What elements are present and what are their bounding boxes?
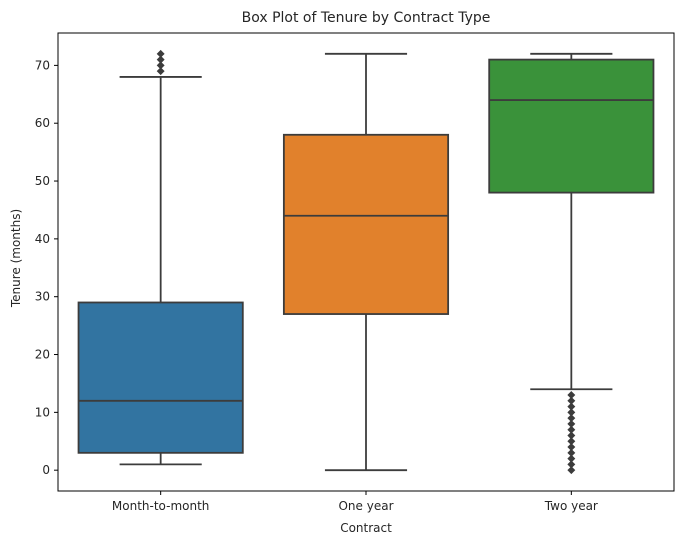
y-tick-label-70: 70	[35, 58, 50, 72]
box-month-to-month	[77, 301, 244, 454]
outlier-point-two-year	[567, 408, 576, 417]
outlier-point-two-year	[567, 437, 576, 446]
outlier-point-two-year	[567, 454, 576, 463]
outlier-point-two-year	[567, 431, 576, 440]
y-axis-label: Tenure (months)	[9, 209, 23, 308]
y-tick-label-0: 0	[42, 463, 50, 477]
outlier-point-two-year	[567, 460, 576, 469]
y-tick-label-20: 20	[35, 348, 50, 362]
outlier-point-two-year	[567, 466, 576, 475]
outlier-point-two-year	[567, 402, 576, 411]
x-tick-label-two-year: Two year	[544, 499, 598, 513]
chart-title: Box Plot of Tenure by Contract Type	[242, 10, 491, 26]
plot-area: 0 10 20 30 40 50 60 70 Month-to-month One year Two…	[35, 32, 675, 513]
outlier-point-month-to-month	[156, 67, 165, 76]
y-tick-label-40: 40	[35, 232, 50, 246]
x-axis-label: Contract	[340, 521, 392, 535]
box-one-year	[282, 133, 450, 315]
y-tick-label-10: 10	[35, 405, 50, 419]
outlier-point-two-year	[567, 391, 576, 399]
outlier-point-two-year	[567, 419, 576, 428]
outlier-point-two-year	[567, 414, 576, 423]
outlier-point-two-year	[567, 396, 576, 405]
y-tick-label-30: 30	[35, 290, 50, 304]
box-two-year	[488, 58, 655, 194]
outlier-point-two-year	[567, 448, 576, 457]
outlier-point-two-year	[567, 443, 576, 452]
x-tick-label-month-to-month: Month-to-month	[112, 499, 210, 513]
x-tick-label-one-year: One year	[338, 499, 393, 513]
y-tick-label-60: 60	[35, 116, 50, 130]
outlier-point-month-to-month	[156, 61, 165, 70]
y-tick-label-50: 50	[35, 174, 50, 188]
outlier-point-two-year	[567, 425, 576, 434]
outlier-point-month-to-month	[156, 49, 165, 58]
outlier-point-month-to-month	[156, 55, 165, 64]
